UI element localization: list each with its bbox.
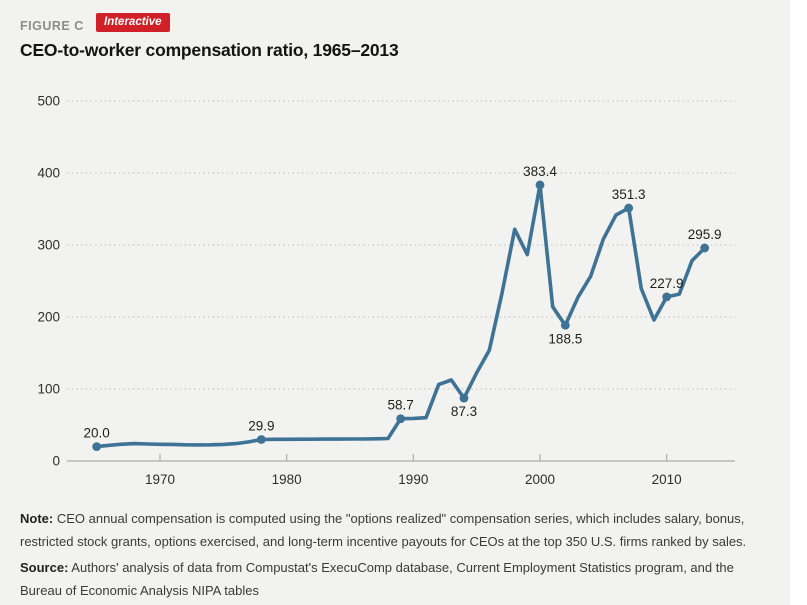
data-point-dot[interactable] <box>92 442 102 451</box>
data-point-label: 20.0 <box>84 426 110 441</box>
data-point-dot[interactable] <box>700 243 710 253</box>
footnotes: Note: CEO annual compensation is compute… <box>20 507 772 602</box>
x-axis-label: 1980 <box>272 472 302 487</box>
x-axis-label: 1970 <box>145 472 175 487</box>
x-axis-label: 1990 <box>398 472 428 487</box>
interactive-badge[interactable]: Interactive <box>96 13 170 32</box>
data-point-label: 227.9 <box>650 276 684 291</box>
data-point-dot[interactable] <box>396 414 406 424</box>
y-axis-label: 400 <box>37 166 60 181</box>
x-axis-label: 2010 <box>652 472 682 487</box>
figure-label: FIGURE C <box>20 19 84 33</box>
data-point-label: 58.7 <box>388 398 414 413</box>
data-point-label: 188.5 <box>548 331 582 346</box>
note-label: Note: <box>20 511 54 526</box>
data-point-dot[interactable] <box>624 203 634 213</box>
chart-title: CEO-to-worker compensation ratio, 1965–2… <box>20 40 399 60</box>
data-point-label: 87.3 <box>451 404 477 419</box>
data-point-dot[interactable] <box>459 393 469 403</box>
source-label: Source: <box>20 560 69 575</box>
data-point-dot[interactable] <box>256 435 266 444</box>
y-axis-label: 300 <box>37 238 60 253</box>
data-point-label: 351.3 <box>612 187 646 202</box>
source-text: Source: Authors' analysis of data from C… <box>20 560 734 598</box>
data-point-dot[interactable] <box>535 180 545 190</box>
x-axis-label: 2000 <box>525 472 555 487</box>
data-point-label: 29.9 <box>248 418 274 433</box>
data-point-label: 383.4 <box>523 164 557 179</box>
y-axis-label: 100 <box>37 382 60 397</box>
data-point-dot[interactable] <box>662 292 672 302</box>
figure-card: FIGURE C Interactive CEO-to-worker compe… <box>0 0 790 605</box>
note-text: Note: CEO annual compensation is compute… <box>20 511 747 549</box>
line-chart[interactable]: 0 100 200 300 400 500 1970 1980 1990 2000 2010 20.0… <box>0 0 790 500</box>
y-axis-label: 0 <box>52 454 60 469</box>
y-axis-label: 200 <box>37 310 60 325</box>
data-point-dot[interactable] <box>560 320 570 330</box>
data-point-label: 295.9 <box>688 227 722 242</box>
y-axis-label: 500 <box>37 94 60 109</box>
